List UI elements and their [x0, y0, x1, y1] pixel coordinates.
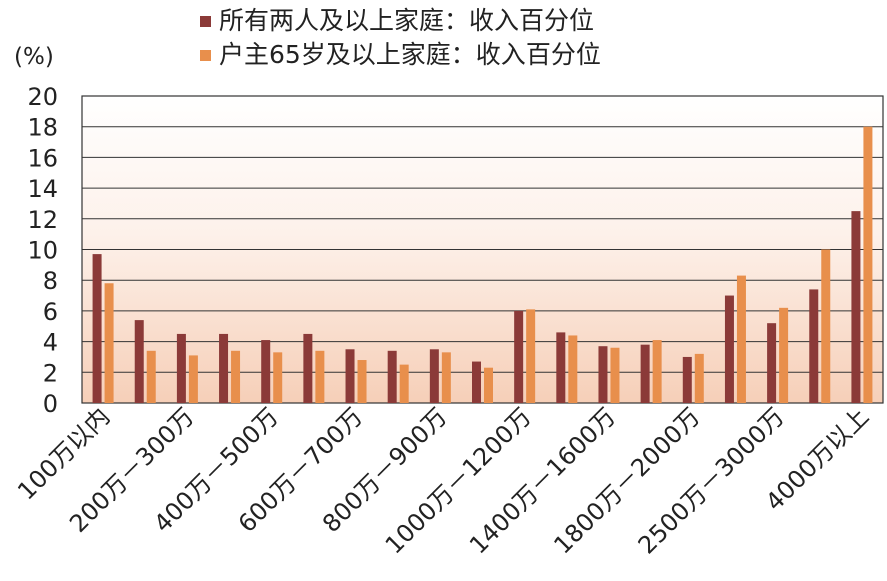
bar-series-2: [652, 340, 662, 403]
y-axis-unit-label: (%): [14, 44, 54, 70]
bar-series-1: [682, 356, 692, 403]
bar-series-2: [273, 352, 283, 403]
bar-series-2: [399, 364, 409, 403]
bar-series-1: [92, 254, 102, 403]
bar-series-1: [851, 211, 861, 403]
bar-series-2: [188, 355, 198, 403]
y-tick-label: 8: [43, 267, 58, 295]
bar-series-1: [472, 361, 481, 403]
y-tick-label: 14: [27, 175, 58, 203]
y-tick-label: 6: [43, 298, 58, 326]
x-tick-label: 1800万－2000万: [548, 402, 705, 559]
bar-series-2: [779, 307, 789, 403]
y-tick-label: 0: [43, 390, 58, 418]
bar-series-1: [345, 349, 355, 403]
bar-series-1: [724, 295, 734, 403]
bar-series-2: [863, 126, 873, 403]
bar-series-2: [694, 353, 704, 403]
bar-series-2: [441, 352, 451, 403]
legend-swatch-series-1: [200, 15, 211, 27]
bar-series-2: [526, 309, 536, 403]
y-tick-label: 4: [43, 329, 58, 357]
legend: 所有两人及以上家庭：收入百分位 户主65岁及以上家庭：收入百分位: [200, 4, 601, 72]
plot-border: [81, 95, 884, 404]
x-tick-label: 1000万－1200万: [380, 402, 537, 559]
bar-series-1: [134, 320, 144, 403]
bar-series-2: [821, 249, 831, 403]
legend-swatch-series-2: [200, 49, 211, 61]
x-tick-label: 2500万－3000万: [633, 402, 790, 559]
y-tick-label: 18: [27, 114, 58, 142]
bar-series-2: [231, 350, 241, 403]
x-tick-label: 1400万－1600万: [464, 402, 621, 559]
bar-series-2: [315, 350, 325, 403]
legend-item-series-1: 所有两人及以上家庭：收入百分位: [200, 4, 601, 38]
bar-series-1: [556, 332, 566, 403]
y-tick-label: 16: [27, 144, 58, 172]
legend-label-series-1: 所有两人及以上家庭：收入百分位: [219, 6, 595, 35]
bar-series-2: [736, 275, 746, 403]
bar-series-2: [104, 283, 114, 403]
legend-item-series-2: 户主65岁及以上家庭：收入百分位: [200, 38, 601, 72]
bar-series-1: [387, 350, 397, 403]
bar-series-1: [809, 289, 819, 403]
bar-series-2: [610, 347, 620, 403]
bar-series-1: [640, 344, 650, 403]
bar-series-2: [146, 350, 156, 403]
legend-label-series-2: 户主65岁及以上家庭：收入百分位: [219, 40, 601, 69]
bar-series-1: [261, 340, 271, 403]
bar-series-1: [219, 333, 229, 403]
bar-series-1: [303, 333, 313, 403]
bar-series-1: [598, 346, 608, 403]
y-tick-label: 12: [27, 206, 58, 234]
bar-series-1: [429, 349, 439, 403]
bar-series-2: [357, 360, 367, 403]
y-tick-label: 2: [43, 359, 58, 387]
bar-series-1: [176, 333, 186, 403]
bar-series-2: [568, 335, 578, 403]
y-tick-label: 10: [27, 237, 58, 265]
bar-series-1: [514, 310, 524, 403]
y-tick-label: 20: [27, 83, 58, 111]
bar-series-1: [767, 323, 777, 403]
bar-series-2: [484, 367, 493, 403]
